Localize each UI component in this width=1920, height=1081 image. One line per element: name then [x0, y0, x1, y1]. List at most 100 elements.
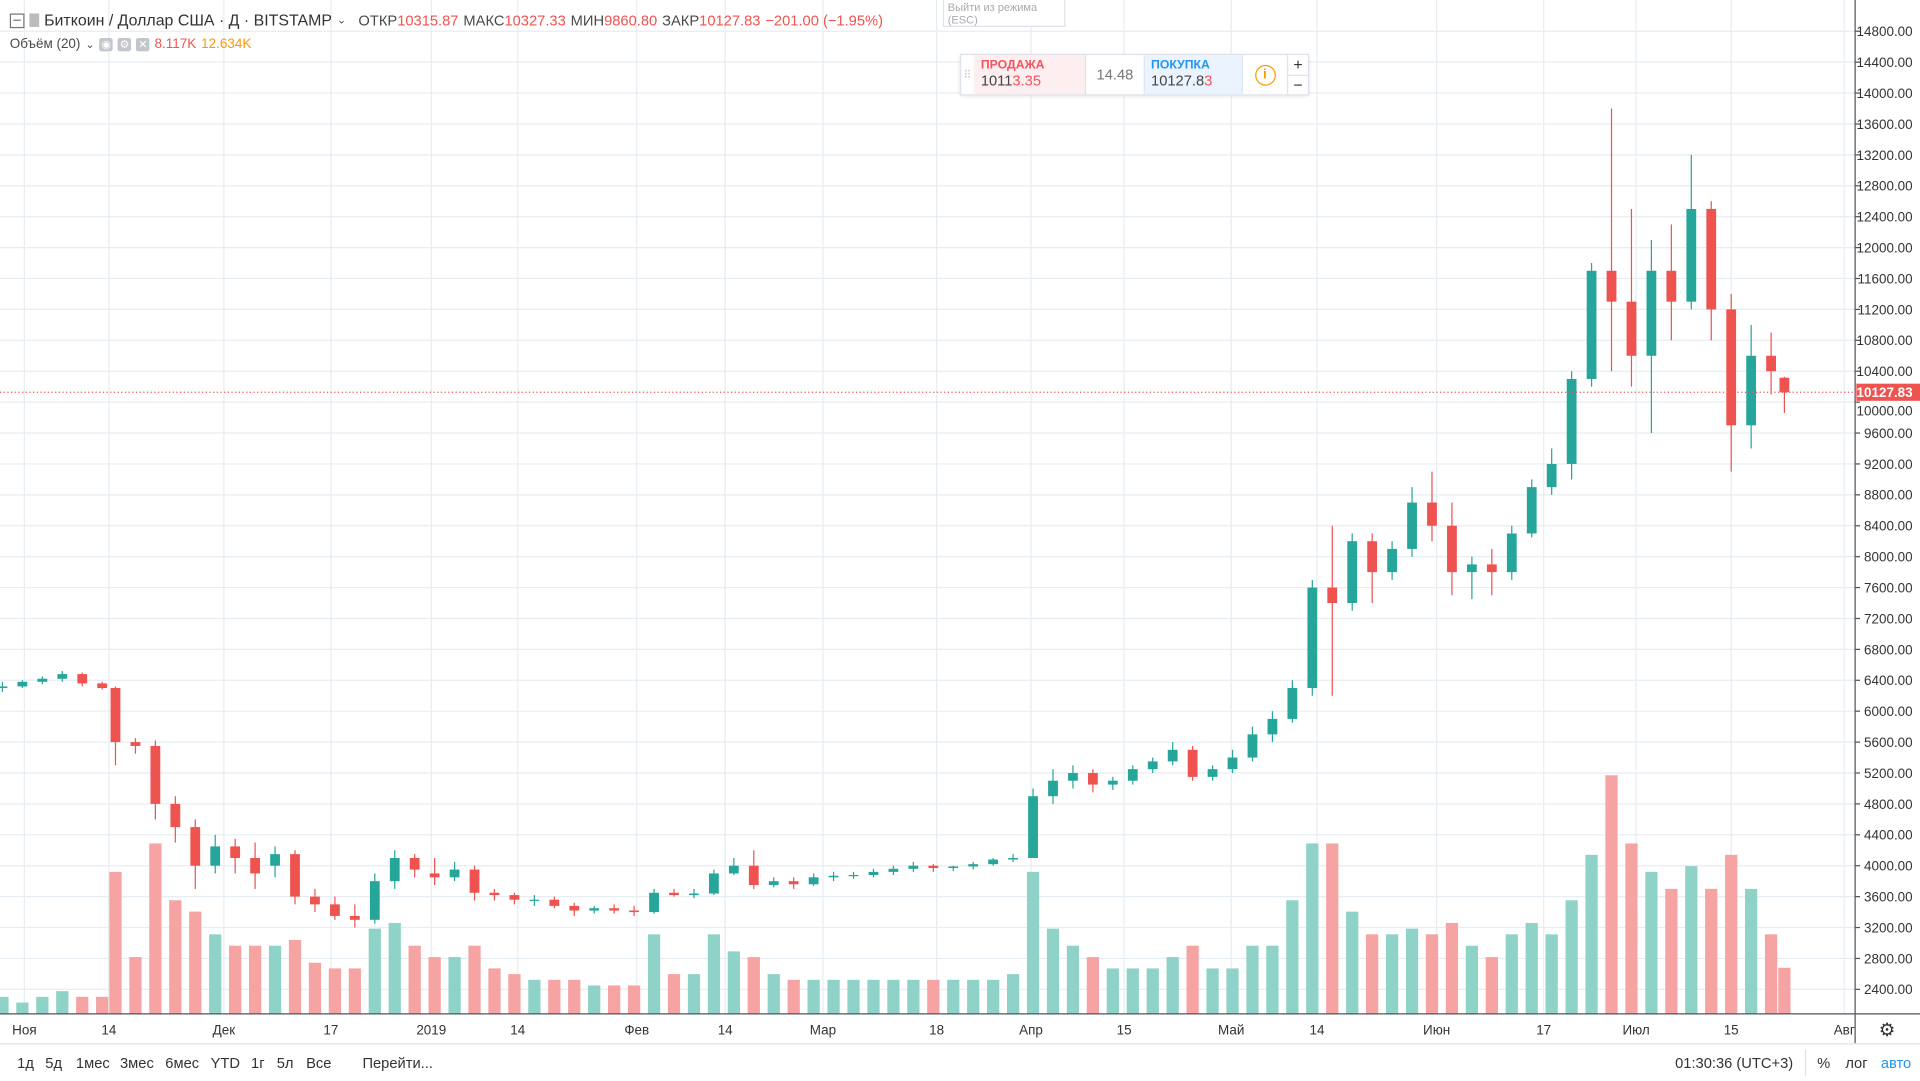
symbol-title[interactable]: Биткоин / Доллар США · Д · BITSTAMP	[44, 11, 333, 30]
volume-bar	[1186, 945, 1199, 1014]
price-tick-label: 2400.00	[1864, 982, 1913, 997]
log-toggle[interactable]: лог	[1845, 1054, 1868, 1072]
price-tick-label: 14800.00	[1857, 24, 1913, 39]
bottom-toolbar: 1д 5д 1мес 3мес 6мес YTD 1г 5л Все Перей…	[0, 1043, 1920, 1081]
range-5y[interactable]: 5л	[276, 1054, 294, 1072]
goto-date-button[interactable]: Перейти...	[362, 1054, 433, 1072]
price-tick-label: 10800.00	[1857, 333, 1913, 348]
candle-body	[369, 881, 380, 920]
candle-body	[1068, 773, 1078, 781]
flag-icon[interactable]	[29, 13, 40, 27]
volume-bar	[209, 934, 222, 1014]
candle-body	[429, 873, 440, 878]
volume-bar	[747, 957, 760, 1014]
price-chart[interactable]: 2400.00 2800.00 3200.00 3600.00 4000.00 4400.…	[0, 0, 1920, 1044]
exit-fullscreen-button[interactable]: Выйти из режима (ESC)	[942, 0, 1066, 27]
price-tick-label: 9600.00	[1864, 426, 1913, 441]
clock[interactable]: 01:30:36 (UTC+3)	[1675, 1054, 1794, 1072]
increase-quantity-button[interactable]: +	[1293, 55, 1303, 74]
range-6m[interactable]: 6мес	[165, 1054, 200, 1072]
settings-gear-icon[interactable]: ⚙	[1879, 1019, 1895, 1040]
time-tick-label: 14	[101, 1023, 116, 1038]
eye-icon[interactable]: ◉	[99, 37, 113, 51]
volume-bar	[1286, 900, 1299, 1014]
candle-body	[1028, 796, 1038, 858]
drag-handle-icon[interactable]: ⠿	[963, 67, 972, 81]
sell-button[interactable]: ПРОДАЖА 10113.35	[973, 55, 1087, 95]
last-price-badge	[1856, 383, 1920, 401]
range-ytd[interactable]: YTD	[210, 1054, 241, 1072]
change-value: −201.00 (−1.95%)	[765, 11, 883, 29]
candle-body	[569, 905, 580, 911]
price-tick-label: 12000.00	[1857, 240, 1913, 255]
auto-scale-toggle[interactable]: авто	[1880, 1054, 1912, 1072]
spread-value: 14.48	[1086, 55, 1145, 95]
volume-bar	[36, 996, 49, 1014]
range-1y[interactable]: 1г	[251, 1054, 265, 1072]
volume-label[interactable]: Объём (20)	[9, 36, 81, 52]
candle-body	[1427, 502, 1437, 526]
candle-body	[1107, 780, 1118, 785]
volume-bar	[647, 934, 661, 1014]
candle-body	[1087, 773, 1098, 785]
volume-bar	[96, 996, 109, 1014]
price-tick-label: 8800.00	[1864, 488, 1913, 503]
time-tick-label: 14	[510, 1023, 525, 1038]
candle-body	[1606, 270, 1617, 302]
volume-bar	[1306, 843, 1319, 1014]
volume-bar	[76, 996, 89, 1014]
volume-bar	[1625, 843, 1638, 1014]
candle-body	[908, 865, 919, 869]
candle-body	[669, 892, 679, 896]
volume-bar	[189, 911, 202, 1014]
price-tick-label: 8400.00	[1864, 519, 1913, 534]
volume-bar	[1425, 934, 1439, 1014]
candle-body	[230, 846, 241, 858]
time-tick-label: Июн	[1423, 1023, 1450, 1038]
volume-bar	[308, 962, 322, 1014]
price-tick-label: 14400.00	[1857, 55, 1913, 70]
volume-bar	[229, 945, 242, 1014]
chevron-down-icon[interactable]: ⌄	[336, 13, 347, 26]
info-button[interactable]: i	[1243, 55, 1289, 95]
volume-bar	[408, 945, 421, 1014]
candle-body	[330, 904, 340, 916]
volume-bar	[1525, 922, 1538, 1014]
range-3m[interactable]: 3мес	[120, 1054, 154, 1072]
range-all[interactable]: Все	[306, 1054, 332, 1072]
volume-bar	[1505, 934, 1518, 1014]
volume-bar	[388, 922, 401, 1014]
high-value: 10327.33	[504, 11, 566, 29]
chevron-down-icon[interactable]: ⌄	[85, 37, 95, 50]
range-1m[interactable]: 1мес	[75, 1054, 110, 1072]
close-icon[interactable]: ✕	[136, 37, 150, 51]
range-1d[interactable]: 1д	[17, 1054, 34, 1072]
candle-body	[0, 686, 8, 689]
decrease-quantity-button[interactable]: −	[1288, 74, 1308, 94]
gear-icon[interactable]: ⚙	[117, 37, 132, 51]
buy-button[interactable]: ПОКУПКА 10127.83	[1144, 55, 1243, 95]
candle-body	[1327, 587, 1338, 604]
collapse-icon[interactable]	[9, 12, 25, 28]
candle-body	[1307, 587, 1318, 689]
range-5d[interactable]: 5д	[45, 1054, 63, 1072]
volume-bar	[328, 968, 342, 1014]
volume-bar	[348, 968, 361, 1014]
candle-body	[1187, 749, 1198, 777]
candle-body	[290, 854, 300, 897]
volume-bar	[608, 985, 621, 1014]
volume-bar	[109, 871, 122, 1014]
candle-body	[1706, 208, 1717, 310]
candle-body	[828, 875, 839, 878]
candle-body	[1407, 502, 1417, 549]
volume-bar	[727, 951, 740, 1014]
volume-bar	[827, 979, 840, 1014]
buy-price-highlight: 3	[1204, 72, 1213, 90]
candle-body	[1147, 761, 1158, 770]
volume-bar	[1445, 922, 1459, 1014]
candle-body	[689, 893, 699, 896]
volume-bar	[428, 957, 441, 1014]
percent-toggle[interactable]: %	[1817, 1054, 1831, 1072]
volume-bar	[288, 940, 302, 1014]
candle-body	[708, 873, 719, 894]
